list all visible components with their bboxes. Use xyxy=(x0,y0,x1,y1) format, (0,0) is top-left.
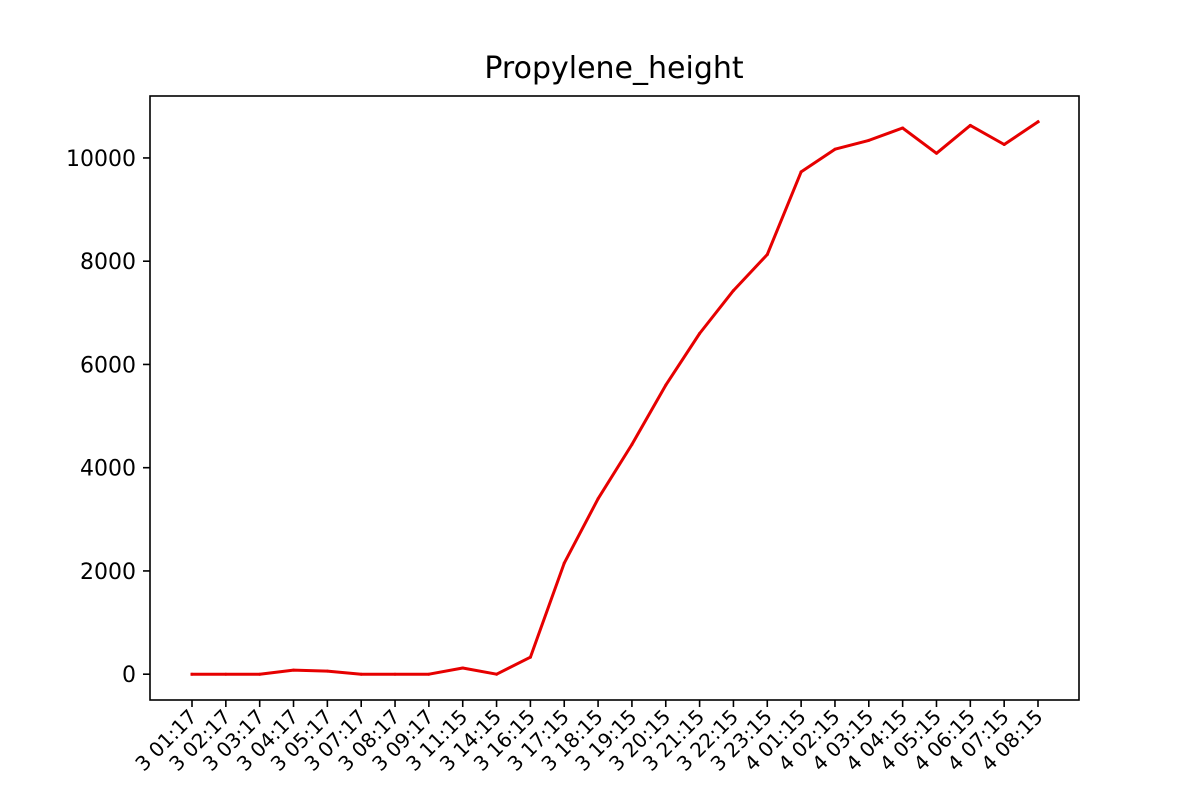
data-point xyxy=(731,289,735,293)
data-point xyxy=(292,668,295,672)
data-point xyxy=(968,123,972,127)
data-point xyxy=(664,383,668,387)
data-point xyxy=(359,672,363,676)
data-point xyxy=(258,672,262,676)
data-point xyxy=(765,253,769,256)
data-point xyxy=(562,561,566,565)
plot-area xyxy=(190,119,1041,676)
plot-frame xyxy=(149,95,1080,701)
y-tick-label: 8000 xyxy=(80,250,136,275)
data-point xyxy=(1002,143,1006,146)
data-point xyxy=(935,151,938,155)
chart-title: Propylene_height xyxy=(484,51,744,86)
data-point xyxy=(867,138,871,142)
data-point xyxy=(190,672,194,676)
y-tick-label: 10000 xyxy=(66,147,136,172)
y-tick-label: 0 xyxy=(122,663,136,688)
y-tick-label: 2000 xyxy=(80,560,136,585)
data-point xyxy=(596,497,600,501)
data-point xyxy=(833,147,837,151)
data-point xyxy=(224,672,228,676)
y-axis: 0 2000 4000 6000 8000 10000 xyxy=(66,147,150,688)
data-point xyxy=(630,443,634,446)
data-point xyxy=(528,655,532,659)
data-point xyxy=(495,672,499,676)
y-tick-label: 4000 xyxy=(80,457,136,482)
data-point xyxy=(698,332,702,335)
data-point xyxy=(393,672,397,676)
data-point xyxy=(461,666,465,670)
series-line xyxy=(190,119,1041,676)
data-point xyxy=(799,170,803,174)
x-axis: 3 01:173 02:173 03:173 04:173 05:173 07:… xyxy=(130,700,1048,776)
data-point xyxy=(427,672,431,676)
data-point xyxy=(1036,120,1040,124)
data-point xyxy=(901,126,905,130)
data-point xyxy=(325,669,329,673)
y-tick-label: 6000 xyxy=(80,353,136,378)
